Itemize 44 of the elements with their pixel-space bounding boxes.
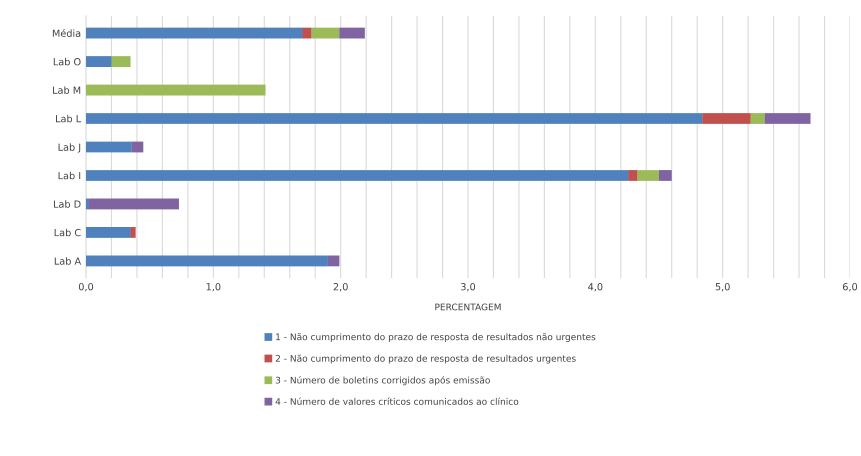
bar: [86, 227, 131, 238]
bar: [339, 28, 365, 38]
y-tick-label: Média: [52, 29, 80, 37]
legend-label: 3 - Número de boletins corrigidos após emissão: [276, 376, 490, 386]
x-tick-label: 3,0: [461, 283, 476, 292]
x-axis-title: PERCENTAGEM: [435, 304, 501, 310]
y-tick-label: Lab L: [56, 114, 82, 122]
bar: [88, 198, 179, 210]
bar: [311, 28, 340, 38]
bar: [86, 198, 89, 210]
bar: [302, 28, 312, 38]
legend-label: 1 - Não cumprimento do prazo de resposta de resultados não urgentes: [276, 333, 596, 342]
bar: [764, 113, 811, 124]
x-tick-label: 0,0: [78, 283, 94, 292]
bar: [111, 56, 131, 67]
bar: [86, 170, 628, 181]
y-tick-label: Lab I: [58, 172, 80, 180]
bar: [750, 113, 765, 124]
bar: [628, 170, 638, 181]
y-tick-label: Lab D: [54, 200, 81, 208]
x-tick-label: 4,0: [588, 283, 602, 292]
y-tick-label: Lab M: [53, 86, 80, 94]
y-tick-label: Lab J: [58, 143, 80, 153]
x-tick-label: 2,0: [334, 283, 348, 292]
bar: [86, 84, 266, 96]
bar: [86, 56, 112, 67]
y-tick-label: Lab O: [54, 58, 81, 66]
x-tick-label: 1,0: [206, 283, 220, 292]
y-tick-label: Lab A: [54, 257, 82, 265]
bar: [328, 256, 340, 266]
bar: [637, 170, 659, 181]
legend-label: 2 - Não cumprimento do prazo de resposta de resultados urgentes: [276, 354, 576, 364]
bar: [86, 28, 302, 38]
y-tick-label: Lab C: [54, 228, 81, 236]
bar: [86, 113, 702, 124]
x-tick-label: 5,0: [716, 283, 730, 292]
x-tick-label: 6,0: [842, 283, 858, 292]
bar: [86, 256, 328, 266]
bar: [702, 113, 751, 124]
bar: [130, 227, 136, 238]
bar: [86, 142, 132, 152]
bar: [132, 142, 144, 152]
bar: [659, 170, 672, 181]
legend-label: 4 - Número de valores críticos comunicados ao clínico: [276, 398, 518, 405]
